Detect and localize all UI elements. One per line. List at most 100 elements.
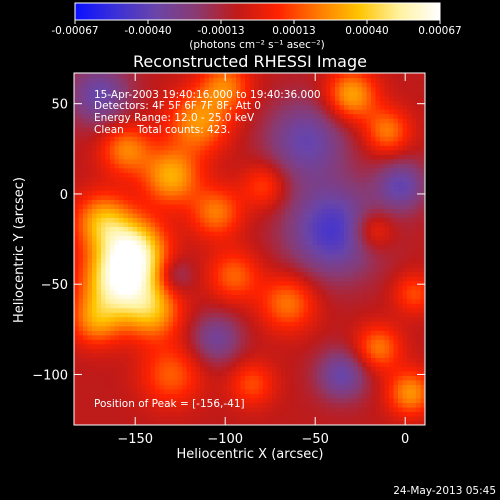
heatmap-cell bbox=[339, 321, 345, 327]
heatmap-cell bbox=[168, 86, 174, 92]
heatmap-cell bbox=[344, 361, 350, 367]
heatmap-cell bbox=[155, 276, 161, 282]
heatmap-cell bbox=[335, 235, 341, 241]
heatmap-cell bbox=[92, 280, 98, 286]
heatmap-cell bbox=[164, 77, 170, 83]
heatmap-cell bbox=[168, 82, 174, 88]
heatmap-cell bbox=[105, 258, 111, 264]
heatmap-cell bbox=[78, 420, 84, 425]
heatmap-cell bbox=[339, 384, 345, 390]
heatmap-cell bbox=[281, 230, 287, 237]
heatmap-cell bbox=[258, 127, 264, 133]
heatmap-cell bbox=[177, 307, 183, 313]
heatmap-cell bbox=[317, 217, 323, 223]
heatmap-cell bbox=[132, 402, 138, 408]
heatmap-cell bbox=[96, 411, 102, 417]
heatmap-cell bbox=[272, 411, 278, 417]
heatmap-cell bbox=[155, 226, 161, 232]
heatmap-cell bbox=[119, 91, 125, 97]
heatmap-cell bbox=[281, 226, 287, 232]
heatmap-cell bbox=[303, 230, 309, 237]
heatmap-cell bbox=[168, 226, 174, 232]
heatmap-cell bbox=[123, 276, 129, 282]
heatmap-cell bbox=[357, 289, 363, 295]
heatmap-cell bbox=[114, 361, 120, 367]
heatmap-cell bbox=[326, 253, 332, 259]
heatmap-cell bbox=[137, 348, 143, 354]
heatmap-cell bbox=[353, 352, 359, 358]
heatmap-cell bbox=[245, 357, 251, 363]
heatmap-cell bbox=[141, 235, 147, 241]
heatmap-cell bbox=[110, 208, 116, 214]
heatmap-cell bbox=[182, 397, 188, 404]
heatmap-cell bbox=[299, 258, 305, 264]
heatmap-cell bbox=[173, 176, 179, 182]
heatmap-cell bbox=[195, 370, 201, 376]
heatmap-cell bbox=[263, 420, 269, 425]
heatmap-cell bbox=[74, 258, 80, 264]
heatmap-cell bbox=[312, 316, 318, 322]
heatmap-cell bbox=[254, 406, 260, 413]
heatmap-cell bbox=[330, 375, 336, 381]
heatmap-cell bbox=[105, 149, 111, 155]
heatmap-cell bbox=[191, 370, 197, 376]
heatmap-cell bbox=[114, 375, 120, 381]
heatmap-cell bbox=[285, 298, 291, 304]
heatmap-cell bbox=[150, 77, 156, 83]
heatmap-cell bbox=[326, 271, 332, 277]
heatmap-cell bbox=[191, 325, 197, 331]
heatmap-cell bbox=[168, 267, 174, 273]
heatmap-cell bbox=[83, 100, 89, 106]
heatmap-cell bbox=[317, 393, 323, 399]
heatmap-cell bbox=[92, 194, 98, 200]
heatmap-cell bbox=[92, 122, 98, 128]
heatmap-cell bbox=[141, 411, 147, 417]
heatmap-cell bbox=[101, 420, 107, 425]
heatmap-cell bbox=[267, 366, 273, 372]
heatmap-cell bbox=[308, 393, 314, 399]
heatmap-cell bbox=[353, 384, 359, 390]
heatmap-cell bbox=[249, 199, 255, 205]
heatmap-cell bbox=[276, 172, 282, 178]
heatmap-cell bbox=[83, 307, 89, 313]
heatmap-cell bbox=[308, 230, 314, 237]
heatmap-cell bbox=[137, 208, 143, 214]
heatmap-cell bbox=[267, 420, 273, 425]
heatmap-cell bbox=[299, 172, 305, 178]
heatmap-cell bbox=[173, 276, 179, 282]
heatmap-cell bbox=[276, 411, 282, 417]
heatmap-cell bbox=[96, 167, 102, 173]
heatmap-cell bbox=[96, 140, 102, 146]
heatmap-cell bbox=[164, 194, 170, 200]
heatmap-cell bbox=[177, 285, 183, 291]
heatmap-cell bbox=[137, 276, 143, 282]
heatmap-cell bbox=[326, 280, 332, 286]
heatmap-cell bbox=[231, 82, 237, 88]
heatmap-cell bbox=[267, 267, 273, 273]
heatmap-cell bbox=[272, 289, 278, 295]
heatmap-cell bbox=[312, 230, 318, 237]
heatmap-cell bbox=[213, 194, 219, 200]
heatmap-cell bbox=[74, 334, 80, 340]
heatmap-cell bbox=[290, 388, 296, 395]
heatmap-cell bbox=[141, 280, 147, 286]
heatmap-cell bbox=[141, 303, 147, 309]
heatmap-cell bbox=[146, 253, 152, 259]
heatmap-cell bbox=[96, 343, 102, 349]
heatmap-cell bbox=[245, 267, 251, 273]
heatmap-cell bbox=[285, 239, 291, 246]
heatmap-cell bbox=[321, 397, 327, 404]
heatmap-cell bbox=[263, 271, 269, 277]
heatmap-cell bbox=[200, 420, 206, 425]
heatmap-cell bbox=[344, 194, 350, 200]
heatmap-cell bbox=[96, 348, 102, 354]
heatmap-cell bbox=[245, 95, 251, 101]
heatmap-cell bbox=[195, 172, 201, 178]
heatmap-cell bbox=[191, 194, 197, 200]
heatmap-cell bbox=[168, 420, 174, 425]
heatmap-cell bbox=[240, 122, 246, 128]
heatmap-cell bbox=[308, 109, 314, 115]
heatmap-cell bbox=[312, 113, 318, 119]
heatmap-cell bbox=[119, 77, 125, 83]
heatmap-cell bbox=[186, 163, 192, 169]
